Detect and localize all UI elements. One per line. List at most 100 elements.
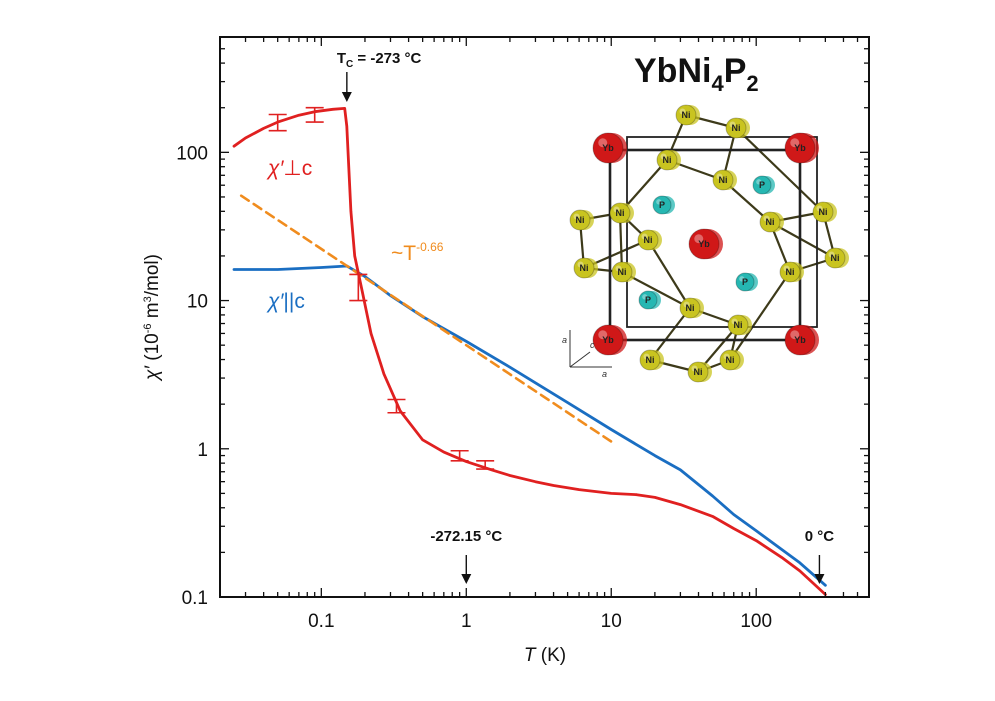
p-atom-2 [735,272,755,292]
series-label-perp: χ′⊥c [266,157,312,180]
p-atom-1-label: P [659,200,665,210]
ni-atom-9 [759,211,781,233]
ni-atom-9-label: Ni [766,217,775,227]
ni-atom-10 [812,201,834,223]
ni-atom-8-label: Ni [618,267,627,277]
ni-atom-15-highlight [643,353,650,360]
p-atom-1-highlight [656,199,662,205]
yb-atom-0 [592,132,624,164]
ni-atom-16 [687,361,709,383]
ni-atom-6 [569,209,591,231]
yb-atom-3-highlight [790,330,800,340]
unit-cell-back [626,136,818,328]
x-axis-label: T (K) [524,645,566,666]
ni-atom-11 [824,247,846,269]
ni-atom-6-label: Ni [576,215,585,225]
ni-atom-3 [712,169,734,191]
bond [735,127,824,213]
p-atom-3-label: P [645,295,651,305]
ni-atom-3-label: Ni [719,175,728,185]
ni-atom-12-label: Ni [786,267,795,277]
y-tick-label: 100 [176,143,208,164]
p-atom-2-highlight [739,276,745,282]
ni-atom-11-highlight [828,251,835,258]
yb-atom-3 [784,324,816,356]
ni-atom-2 [656,149,678,171]
yb-atom-2-highlight [598,330,608,340]
ni-atom-17-highlight [723,353,730,360]
bond [729,271,791,361]
ni-atom-12 [779,261,801,283]
axis-c-label: c [590,340,595,350]
ni-atom-16-label: Ni [694,367,703,377]
ni-atom-13-highlight [683,301,690,308]
axis-c [569,351,591,368]
crystal-structure-inset: Yb Yb Yb Yb Yb Ni Ni Ni Ni Ni Ni Ni Ni Ni Ni Ni Ni Ni Ni Ni… [562,104,849,383]
ni-atom-8 [611,261,633,283]
ni-atom-13-label: Ni [686,303,695,313]
series-label-par: χ′||c [266,290,305,313]
one-kelvin-annotation: -272.15 °C [430,528,502,545]
ni-atom-0-highlight [679,108,686,115]
ni-atom-4-highlight [613,206,620,213]
ni-atom-1-label: Ni [732,123,741,133]
yb-atom-1-label: Yb [794,143,806,153]
ni-atom-0 [675,104,697,126]
ni-atom-17-label: Ni [726,355,735,365]
ni-atom-5-highlight [641,233,648,240]
series-line-0 [232,107,827,596]
y-tick-label: 1 [197,440,208,461]
plot-frame [219,36,870,598]
zero-celsius-arrow-head [814,574,825,584]
formula-title: YbNi4P2 [634,52,759,96]
ni-atom-15 [639,349,661,371]
yb-atom-4-highlight [694,234,704,244]
y-axis-label: χ′ (10-6 m3/mol) [142,254,163,382]
ni-atom-4 [609,202,631,224]
ni-atom-7-highlight [577,261,584,268]
zero-celsius-annotation: 0 °C [805,528,835,545]
x-tick-label: 100 [740,611,772,632]
ni-atom-12-highlight [783,265,790,272]
ni-atom-2-highlight [660,153,667,160]
p-atom-0 [752,175,772,195]
yb-atom-3-label: Yb [794,335,806,345]
power-law-label: ~T-0.66 [391,240,444,265]
tc-annotation: TC = -273 °C [337,50,422,70]
ni-atom-1 [725,117,747,139]
ni-atom-14-highlight [731,318,738,325]
ni-atom-10-label: Ni [819,207,828,217]
ni-atom-10-highlight [816,205,823,212]
ni-atom-6-highlight [573,213,580,220]
y-tick-label: 10 [187,292,208,313]
yb-atom-1-highlight [790,138,800,148]
yb-atom-2 [592,324,624,356]
p-atom-0-label: P [759,180,765,190]
yb-atom-4 [688,228,720,260]
tc-arrow-head [341,92,352,102]
yb-atom-0-highlight [598,138,608,148]
yb-atom-2-label: Yb [602,335,614,345]
ni-atom-0-label: Ni [682,110,691,120]
yb-atom-1 [784,132,816,164]
ni-atom-3-highlight [716,173,723,180]
ni-atom-7-label: Ni [580,263,589,273]
ni-atom-1-highlight [729,121,736,128]
p-atom-3 [638,290,658,310]
p-atom-0-highlight [756,179,762,185]
ni-atom-16-highlight [691,365,698,372]
x-tick-label: 0.1 [308,611,334,632]
ni-atom-13 [679,297,701,319]
yb-atom-0-label: Yb [602,143,614,153]
ni-atom-5 [637,229,659,251]
p-atom-3-highlight [642,294,648,300]
series-line-2 [239,194,613,443]
yb-atom-4-label: Yb [698,239,710,249]
ni-atom-5-label: Ni [644,235,653,245]
series-line-1 [232,264,827,587]
ni-atom-9-highlight [763,215,770,222]
x-tick-label: 1 [461,611,472,632]
axis-a-right-label: a [602,369,607,379]
ni-atom-15-label: Ni [646,355,655,365]
ni-atom-17 [719,349,741,371]
